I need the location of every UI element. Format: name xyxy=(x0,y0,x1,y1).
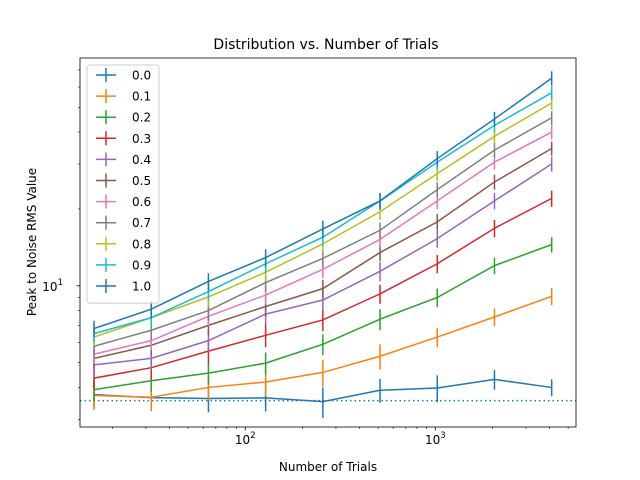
series-1.0 xyxy=(93,71,553,338)
chart-title: Distribution vs. Number of Trials xyxy=(213,37,438,53)
y-tick-label: 101 xyxy=(42,278,63,294)
legend-entry: 0.0 xyxy=(96,68,151,83)
legend-entry: 0.9 xyxy=(96,257,151,272)
legend-label: 0.4 xyxy=(132,153,151,167)
legend-entry: 0.8 xyxy=(96,236,151,251)
legend-entry: 0.2 xyxy=(96,110,151,125)
legend-label: 0.1 xyxy=(132,90,151,104)
legend-entry: 0.4 xyxy=(96,152,151,167)
legend-label: 0.9 xyxy=(132,258,151,272)
plot-frame xyxy=(79,57,577,428)
x-tick-label: 103 xyxy=(425,431,446,447)
legend-label: 0.3 xyxy=(132,132,151,146)
x-axis-label: Number of Trials xyxy=(279,460,377,474)
legend-label: 1.0 xyxy=(132,280,151,294)
legend-label: 0.7 xyxy=(132,216,151,230)
legend-entry: 0.3 xyxy=(96,131,151,146)
axes: 102 103 101 xyxy=(42,69,569,447)
legend-entry: 0.7 xyxy=(96,215,151,230)
y-axis-label: Peak to Noise RMS Value xyxy=(25,168,39,316)
x-tick-label: 102 xyxy=(235,431,256,447)
legend-entry: 0.6 xyxy=(96,194,151,209)
legend-label: 0.5 xyxy=(132,174,151,188)
legend-label: 0.6 xyxy=(132,195,151,209)
legend-label: 0.2 xyxy=(132,111,151,125)
legend-entry: 1.0 xyxy=(96,279,151,294)
legend-label: 0.8 xyxy=(132,237,151,251)
plot-area xyxy=(80,71,576,418)
legend-label: 0.0 xyxy=(132,69,151,83)
legend-entry: 0.1 xyxy=(96,89,151,104)
legend-entry: 0.5 xyxy=(96,173,151,188)
legend: 0.0 0.1 0.2 0.3 0.4 0.5 0.6 0.7 0.8 0.9 1.0 xyxy=(86,64,160,304)
